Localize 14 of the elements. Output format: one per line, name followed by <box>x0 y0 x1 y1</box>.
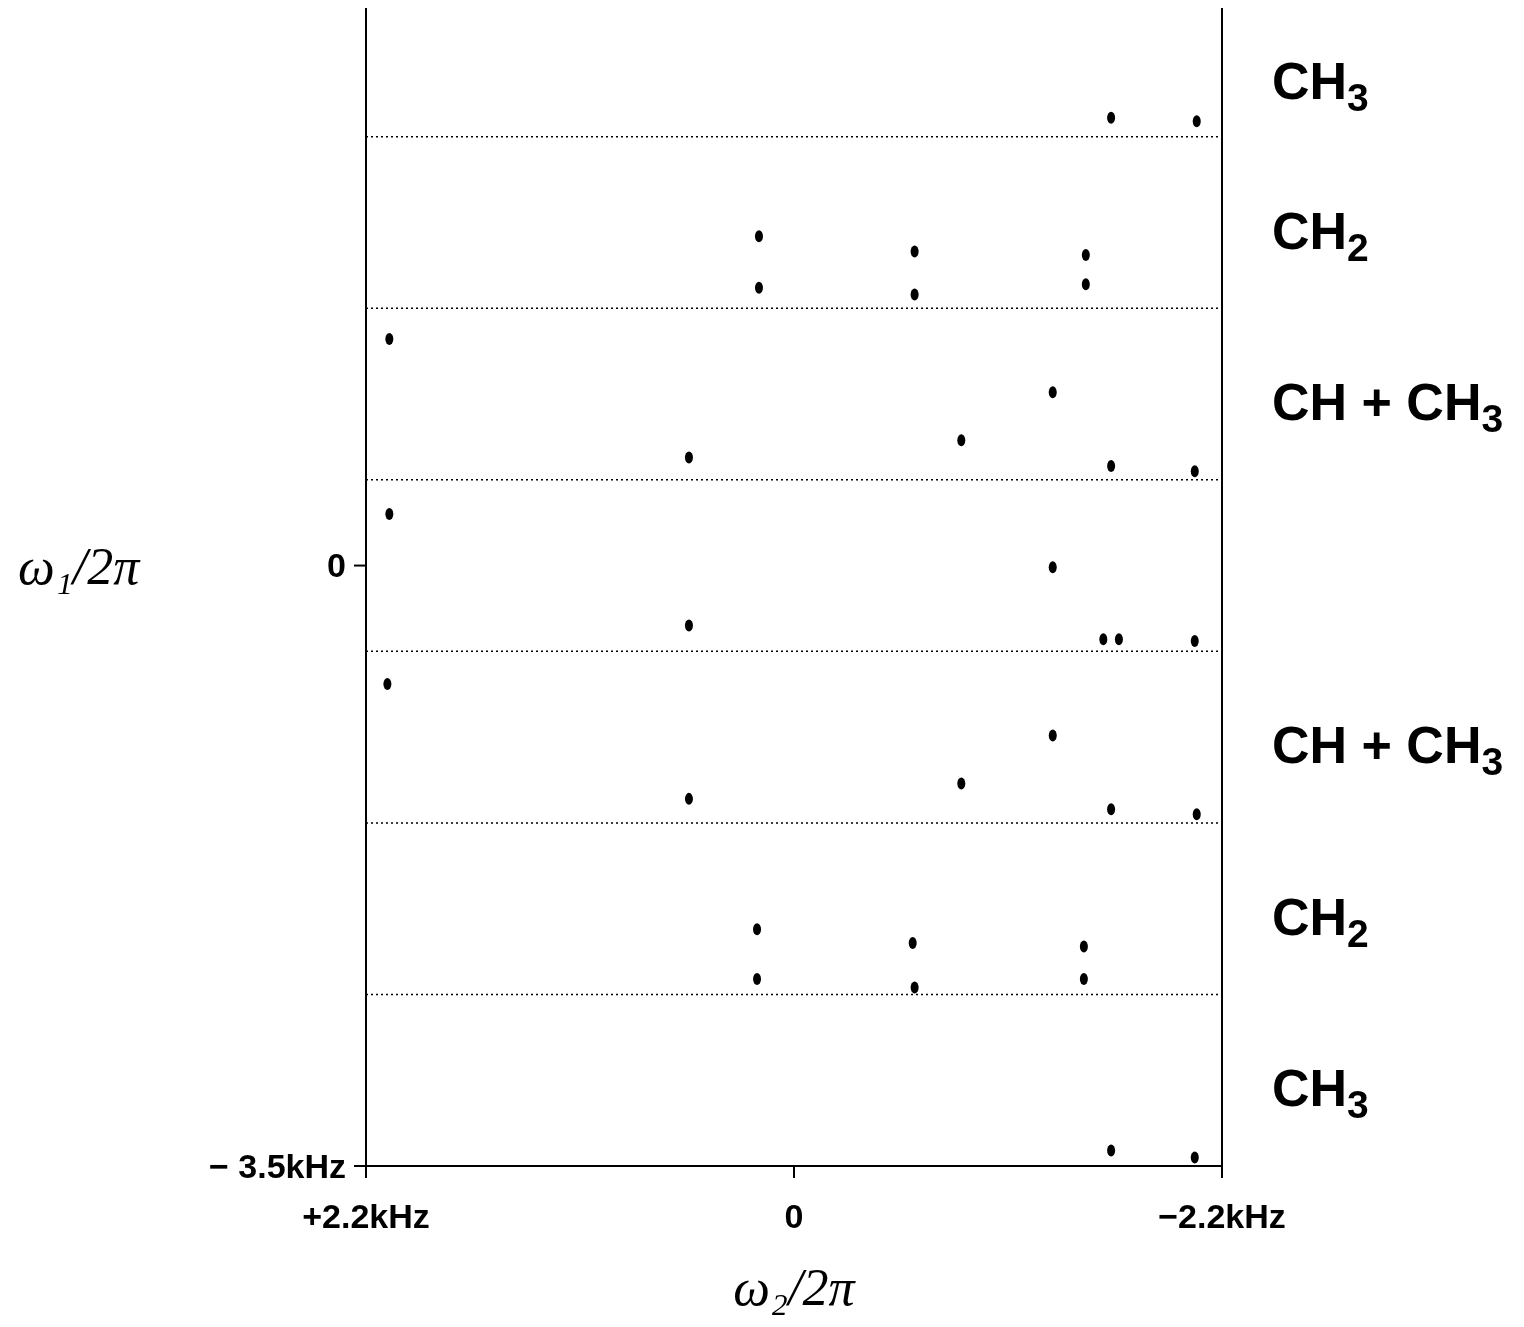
x-tick-label: 0 <box>784 1197 804 1235</box>
text: CH$_{3}$ <box>1272 1059 1369 1127</box>
x-tick-label: +2.2kHz <box>302 1197 430 1235</box>
x-tick-label: −2.2kHz <box>1158 1197 1286 1235</box>
y-axis-title: ω₁/2π <box>18 537 142 595</box>
x-axis-title: ω₂/2π <box>733 1259 857 1316</box>
text: CH + CH$_{3}$ <box>1272 373 1504 440</box>
point <box>753 973 762 985</box>
text: CH$_{3}$ <box>1272 51 1369 119</box>
text: CH$_{2}$ <box>1272 201 1369 269</box>
text: CH + CH$_{3}$ <box>1272 716 1504 783</box>
text: CH$_{2}$ <box>1272 887 1369 955</box>
point <box>1079 973 1088 985</box>
y-tick-label: − 3.5kHz <box>208 1146 346 1185</box>
